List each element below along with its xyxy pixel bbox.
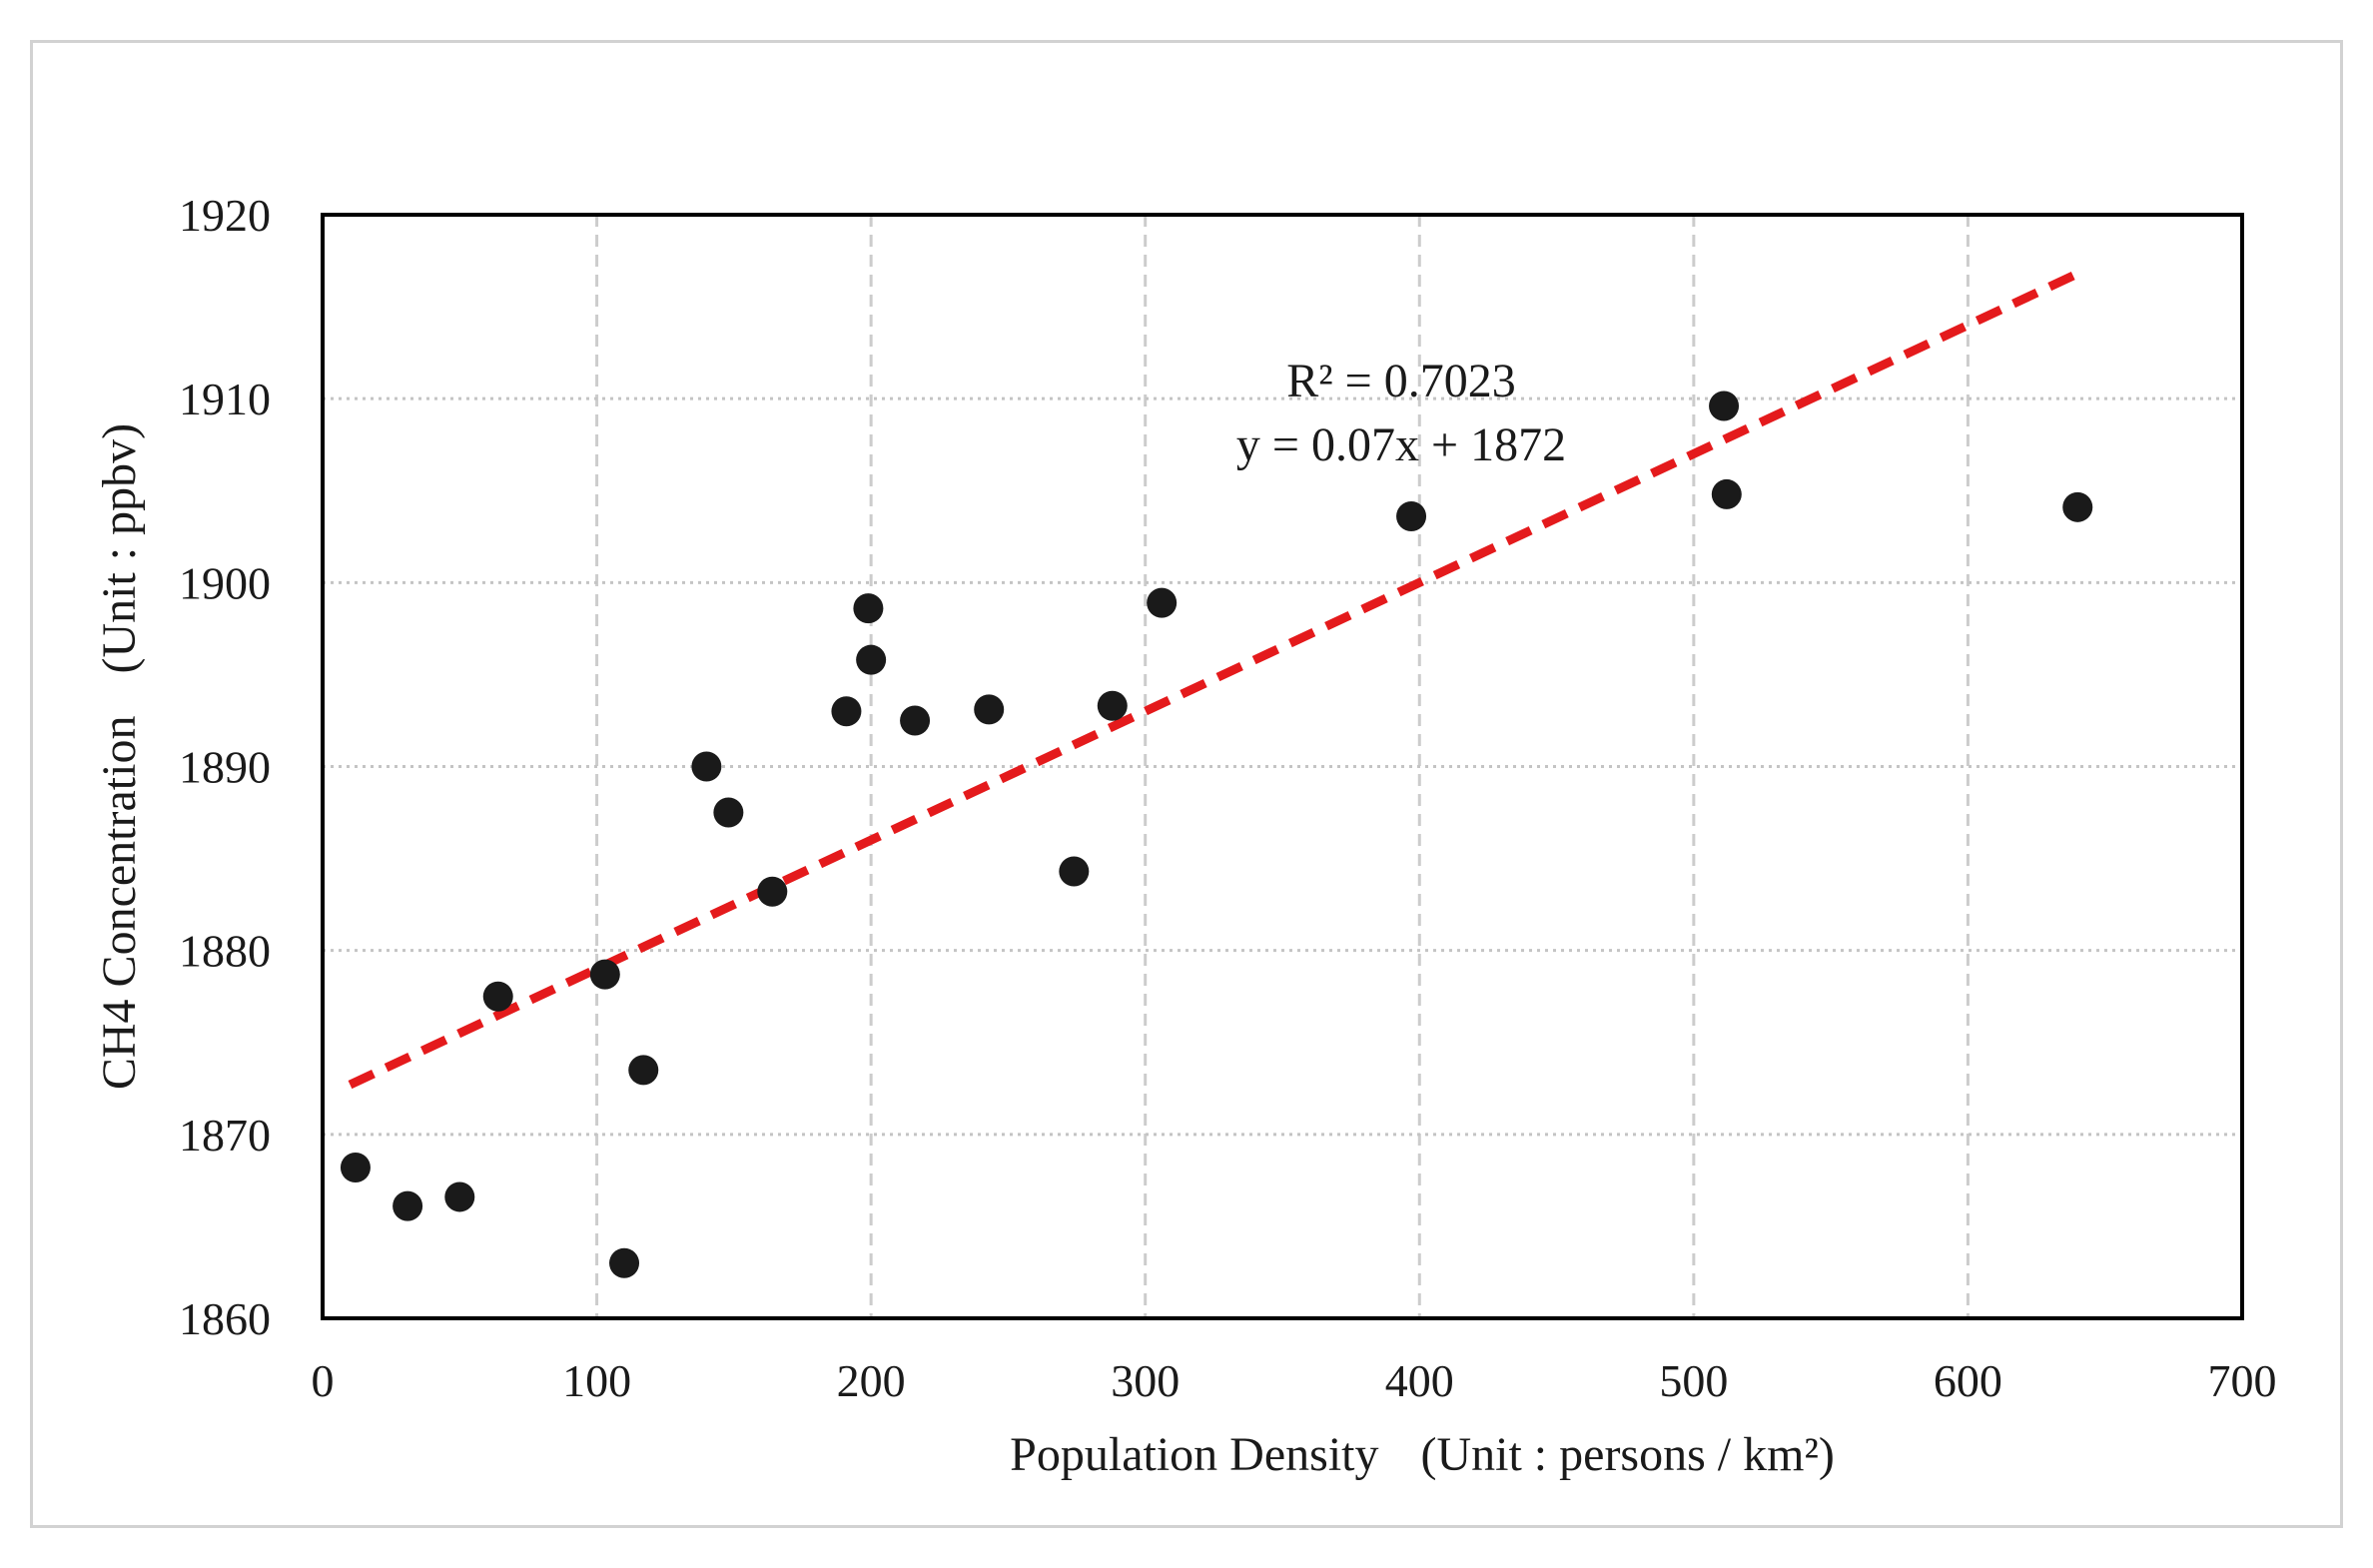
x-tick-label: 700 bbox=[2208, 1355, 2277, 1406]
data-point bbox=[340, 1152, 371, 1182]
x-axis-title: Population Density (Unit : persons / km²… bbox=[1010, 1428, 1835, 1481]
data-point bbox=[1711, 478, 1742, 509]
chart-frame: 0 100 200 300 400 500 600 700 1860 1870 1880 1890 1… bbox=[30, 40, 2343, 1528]
data-point bbox=[1709, 391, 1740, 421]
data-point bbox=[482, 981, 513, 1012]
data-point bbox=[691, 751, 722, 782]
x-axis-unit: (Unit : persons / km²) bbox=[1420, 1428, 1834, 1481]
y-tick-label: 1870 bbox=[179, 1110, 271, 1161]
x-tick-label: 600 bbox=[1934, 1355, 2002, 1406]
data-point bbox=[1147, 587, 1178, 618]
x-tick-label: 200 bbox=[837, 1355, 906, 1406]
x-tick-label: 0 bbox=[312, 1355, 335, 1406]
x-axis-label: Population Density bbox=[1010, 1428, 1378, 1481]
r-squared-annotation: R² = 0.7023 bbox=[1286, 355, 1515, 407]
data-point bbox=[1097, 690, 1128, 721]
y-axis-label: CH4 Concentration bbox=[93, 716, 146, 1091]
data-point bbox=[856, 644, 887, 675]
x-tick-label: 500 bbox=[1659, 1355, 1728, 1406]
data-point bbox=[1396, 501, 1427, 532]
data-points bbox=[340, 391, 2093, 1278]
x-tick-label: 400 bbox=[1385, 1355, 1454, 1406]
data-point bbox=[444, 1181, 475, 1212]
data-point bbox=[589, 959, 620, 990]
data-point bbox=[2062, 491, 2093, 522]
regression-equation-annotation: y = 0.07x + 1872 bbox=[1236, 418, 1566, 471]
data-point bbox=[757, 876, 788, 907]
y-tick-label: 1910 bbox=[179, 374, 271, 424]
data-point bbox=[853, 593, 884, 624]
data-point bbox=[900, 705, 931, 736]
y-axis-title: CH4 Concentration (Unit : ppbv) bbox=[93, 423, 146, 1090]
grid-lines bbox=[323, 215, 2242, 1318]
plot-area-border bbox=[321, 213, 2244, 1320]
x-tick-labels: 0 100 200 300 400 500 600 700 bbox=[312, 1355, 2277, 1406]
y-tick-label: 1920 bbox=[179, 190, 271, 241]
y-tick-label: 1890 bbox=[179, 742, 271, 793]
data-point bbox=[1059, 856, 1090, 887]
y-tick-label: 1880 bbox=[179, 926, 271, 977]
data-point bbox=[628, 1055, 659, 1086]
scatter-chart: 0 100 200 300 400 500 600 700 18601870188018901… bbox=[93, 190, 2277, 1481]
data-point bbox=[974, 694, 1005, 725]
data-point bbox=[713, 797, 744, 828]
y-axis-unit: (Unit : ppbv) bbox=[93, 423, 146, 674]
x-tick-label: 100 bbox=[562, 1355, 631, 1406]
data-point bbox=[831, 696, 862, 727]
y-tick-labels: 1860 1870 1880 1890 1900 1910 1920 bbox=[179, 190, 271, 1344]
data-point bbox=[609, 1247, 640, 1278]
y-tick-label: 1900 bbox=[179, 557, 271, 608]
y-tick-label: 1860 bbox=[179, 1293, 271, 1344]
data-point bbox=[393, 1190, 423, 1221]
x-tick-label: 300 bbox=[1111, 1355, 1180, 1406]
